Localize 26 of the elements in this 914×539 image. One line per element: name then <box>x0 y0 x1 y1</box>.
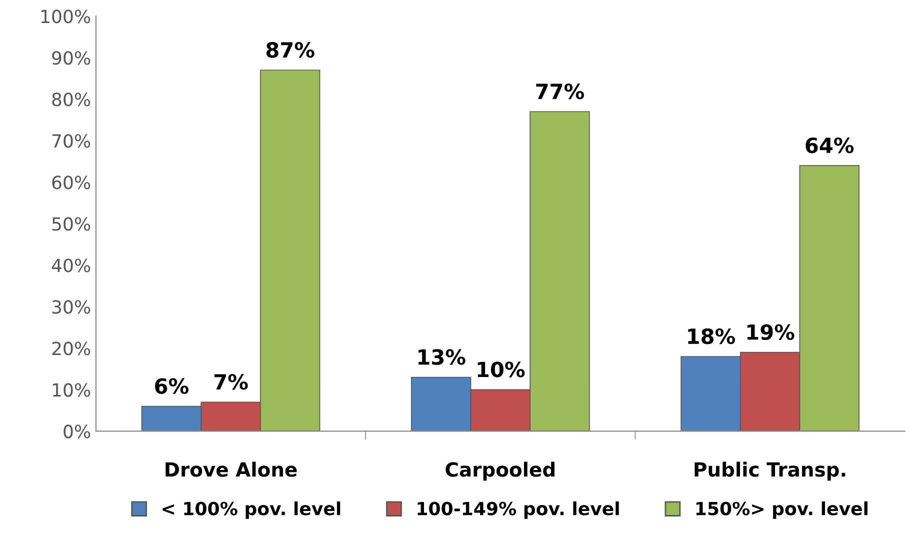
y-tick-label: 20% <box>52 342 90 356</box>
data-label: 64% <box>806 137 854 154</box>
legend-label: 100-149% pov. level <box>418 501 619 519</box>
y-tick-label: 100% <box>41 10 90 24</box>
data-label: 7% <box>214 374 248 390</box>
x-tick-label: Public Transp. <box>694 462 846 481</box>
y-tick-label: 60% <box>52 176 90 190</box>
data-label: 10% <box>478 362 525 378</box>
legend-label: < 100% pov. level <box>162 501 340 519</box>
data-label: 19% <box>747 324 794 340</box>
y-tick-label: 40% <box>52 258 90 272</box>
data-label: 13% <box>418 349 466 365</box>
y-tick-label: 0% <box>64 424 90 438</box>
y-tick-label: 10% <box>52 383 90 397</box>
data-label: 6% <box>155 378 188 394</box>
data-label: 77% <box>536 84 584 100</box>
y-tick-label: 70% <box>52 134 90 148</box>
data-label: 87% <box>266 42 314 58</box>
x-tick-label: Carpooled <box>446 462 554 481</box>
y-tick-label: 90% <box>52 51 90 65</box>
y-tick-label: 30% <box>52 300 90 314</box>
x-tick-label: Drove Alone <box>166 462 297 477</box>
y-tick-label: 50% <box>52 217 90 231</box>
y-tick-label: 80% <box>52 92 90 106</box>
data-label: 18% <box>688 328 735 344</box>
legend-label: 150%> pov. level <box>696 501 868 519</box>
